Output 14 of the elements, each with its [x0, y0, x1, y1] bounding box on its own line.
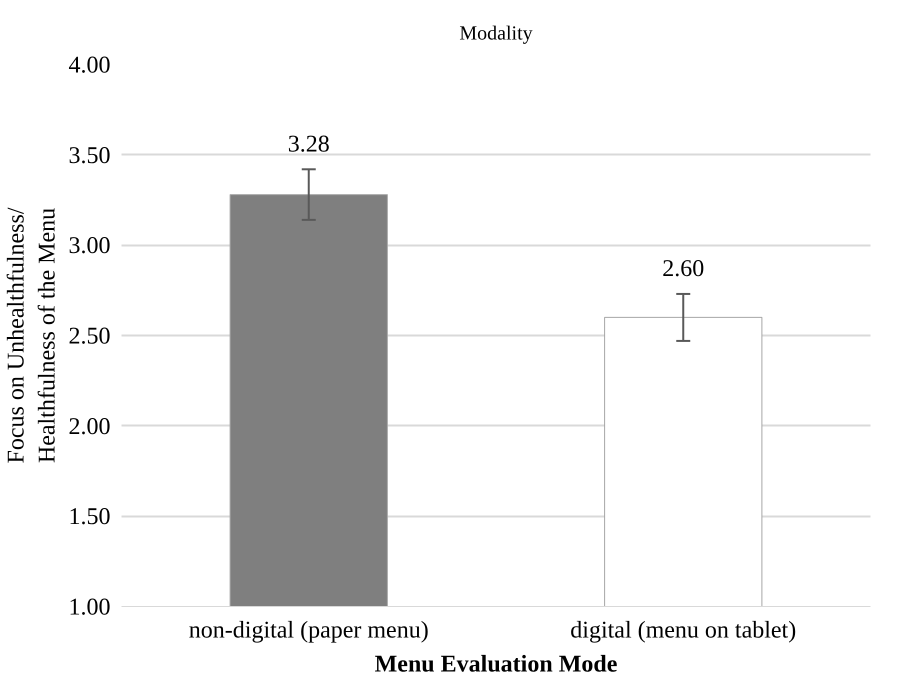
y-axis-title: Focus on Unhealthfulness/ Healthfulness of the Menu — [3, 207, 60, 464]
y-tick-label: 1.50 — [68, 504, 110, 530]
y-tick-label: 4.00 — [68, 52, 110, 78]
data-label: 3.28 — [288, 131, 330, 158]
y-tick-label: 3.50 — [68, 142, 110, 169]
y-tick-label: 2.00 — [68, 414, 110, 440]
y-tick-label: 1.00 — [68, 594, 110, 620]
chart-title: Modality — [459, 22, 533, 44]
data-label: 2.60 — [662, 256, 704, 282]
x-tick-label: non-digital (paper menu) — [188, 618, 429, 644]
x-tick-label: digital (menu on tablet) — [570, 618, 796, 644]
x-axis-title: Menu Evaluation Mode — [374, 652, 618, 678]
y-tick-label: 2.50 — [68, 324, 110, 350]
y-tick-label: 3.00 — [68, 233, 110, 260]
